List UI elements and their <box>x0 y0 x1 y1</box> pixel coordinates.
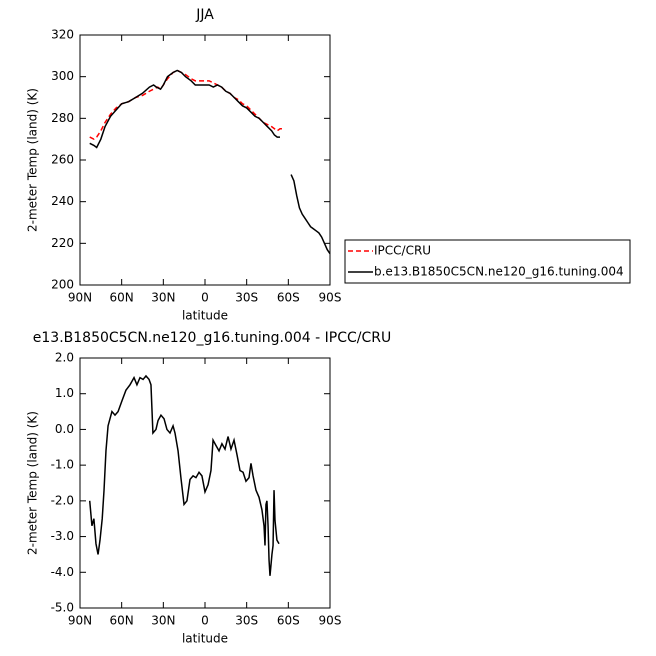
y-tick-label: 300 <box>51 69 74 83</box>
data-line <box>89 69 283 141</box>
x-tick-label: 30N <box>151 291 175 305</box>
x-tick-label: 90S <box>319 614 342 628</box>
legend-label: IPCC/CRU <box>374 244 431 258</box>
y-axis-label: 2-meter Temp (land) (K) <box>26 88 40 232</box>
x-tick-label: 30N <box>151 614 175 628</box>
y-tick-label: 220 <box>51 236 74 250</box>
data-line <box>88 374 280 576</box>
y-tick-label: 1.0 <box>55 386 74 400</box>
y-tick-label: 0.0 <box>55 422 74 436</box>
x-tick-label: 0 <box>201 614 209 628</box>
y-tick-label: 2.0 <box>55 351 74 365</box>
x-tick-label: 60N <box>110 291 134 305</box>
x-tick-label: 60N <box>110 614 134 628</box>
y-tick-label: 280 <box>51 111 74 125</box>
plot-frame <box>79 357 331 609</box>
x-tick-label: 60S <box>277 614 300 628</box>
x-tick-label: 90N <box>68 291 92 305</box>
chart-title: e13.B1850C5CN.ne120_g16.tuning.004 - IPC… <box>33 330 391 346</box>
x-axis-label: latitude <box>182 309 228 323</box>
y-tick-label: -2.0 <box>51 493 74 507</box>
y-axis-label: 2-meter Temp (land) (K) <box>26 411 40 555</box>
legend-label: b.e13.B1850C5CN.ne120_g16.tuning.004 <box>374 265 624 279</box>
x-tick-label: 30S <box>235 614 258 628</box>
x-tick-label: 0 <box>201 291 209 305</box>
y-tick-label: -3.0 <box>51 529 74 543</box>
data-line <box>89 69 331 255</box>
chart-title: JJA <box>195 7 214 23</box>
y-tick-label: 240 <box>51 194 74 208</box>
y-tick-label: 200 <box>51 278 74 292</box>
y-tick-label: -1.0 <box>51 458 74 472</box>
x-tick-label: 60S <box>277 291 300 305</box>
x-tick-label: 90S <box>319 291 342 305</box>
x-axis-label: latitude <box>182 632 228 646</box>
y-tick-label: 260 <box>51 153 74 167</box>
y-tick-label: -4.0 <box>51 565 74 579</box>
x-tick-label: 30S <box>235 291 258 305</box>
x-tick-label: 90N <box>68 614 92 628</box>
y-tick-label: 320 <box>51 28 74 42</box>
y-tick-label: -5.0 <box>51 601 74 615</box>
legend-frame <box>344 239 631 284</box>
plot-frame <box>79 34 331 286</box>
